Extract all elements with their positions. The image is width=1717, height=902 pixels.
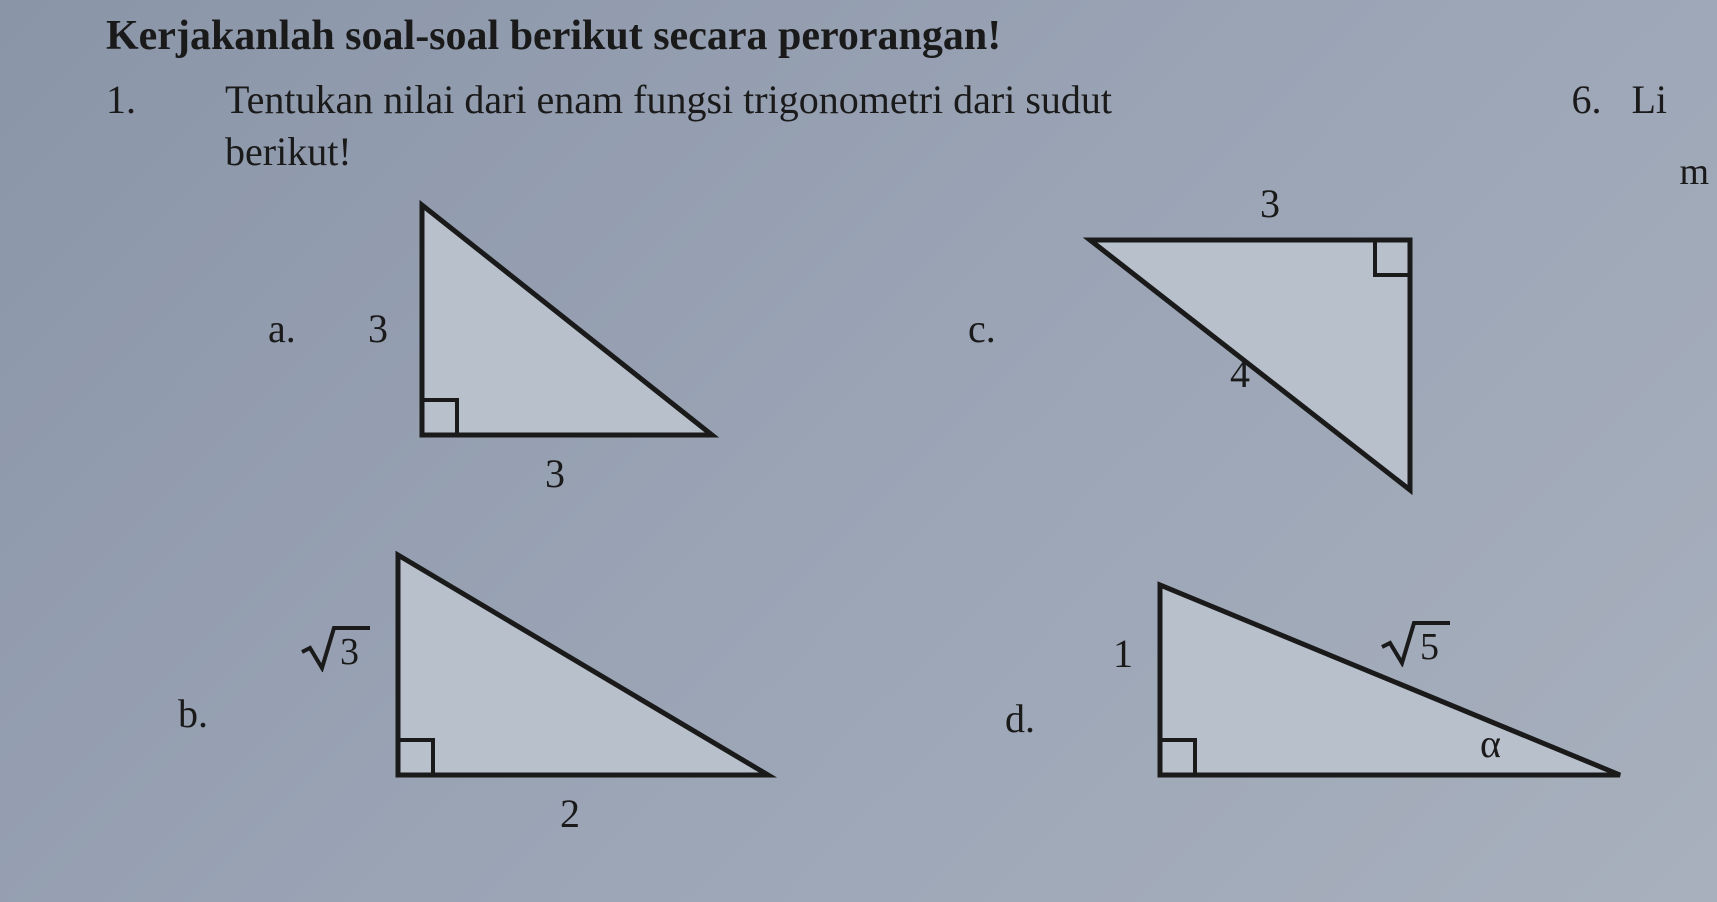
tri-b-vertical: 3: [300, 620, 372, 672]
label-a: a.: [268, 305, 296, 352]
triangle-d: [1150, 575, 1640, 795]
label-b: b.: [178, 690, 208, 737]
q6-text: Li: [1631, 77, 1667, 122]
sqrt-5-value: 5: [1420, 626, 1439, 667]
label-c: c.: [968, 305, 996, 352]
sqrt-3-value: 3: [340, 631, 359, 672]
tri-b-horizontal: 2: [560, 790, 580, 837]
label-d: d.: [1005, 695, 1035, 742]
worksheet-page: Kerjakanlah soal-soal berikut secara per…: [0, 0, 1717, 902]
sqrt-5-icon: 5: [1380, 619, 1452, 667]
tri-c-hypotenuse: 4: [1230, 350, 1250, 397]
question-text-line2: berikut!: [225, 128, 352, 175]
tri-d-hypotenuse: 5: [1380, 615, 1452, 667]
question-number: 1.: [106, 76, 136, 123]
tri-a-horizontal: 3: [545, 450, 565, 497]
sqrt-3-icon: 3: [300, 624, 372, 672]
triangle-c: [1080, 230, 1430, 510]
right-question-6: 6. Li: [1571, 76, 1667, 123]
tri-d-vertical: 1: [1113, 630, 1133, 677]
triangle-a: [412, 195, 732, 455]
right-m-fragment: m: [1679, 150, 1709, 194]
question-text-line1: Tentukan nilai dari enam fungsi trigonom…: [225, 76, 1112, 123]
tri-a-vertical: 3: [368, 305, 388, 352]
triangle-b: [388, 545, 788, 795]
q6-number: 6.: [1571, 77, 1601, 122]
tri-d-angle: α: [1480, 720, 1501, 767]
tri-c-top: 3: [1260, 180, 1280, 227]
page-heading: Kerjakanlah soal-soal berikut secara per…: [106, 12, 1001, 60]
